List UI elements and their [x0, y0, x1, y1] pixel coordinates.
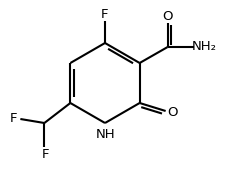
Text: NH: NH	[96, 129, 116, 142]
Text: NH₂: NH₂	[192, 41, 217, 54]
Text: O: O	[162, 9, 173, 22]
Text: F: F	[42, 148, 49, 161]
Text: O: O	[167, 106, 178, 119]
Text: F: F	[10, 111, 17, 124]
Text: F: F	[101, 7, 109, 20]
